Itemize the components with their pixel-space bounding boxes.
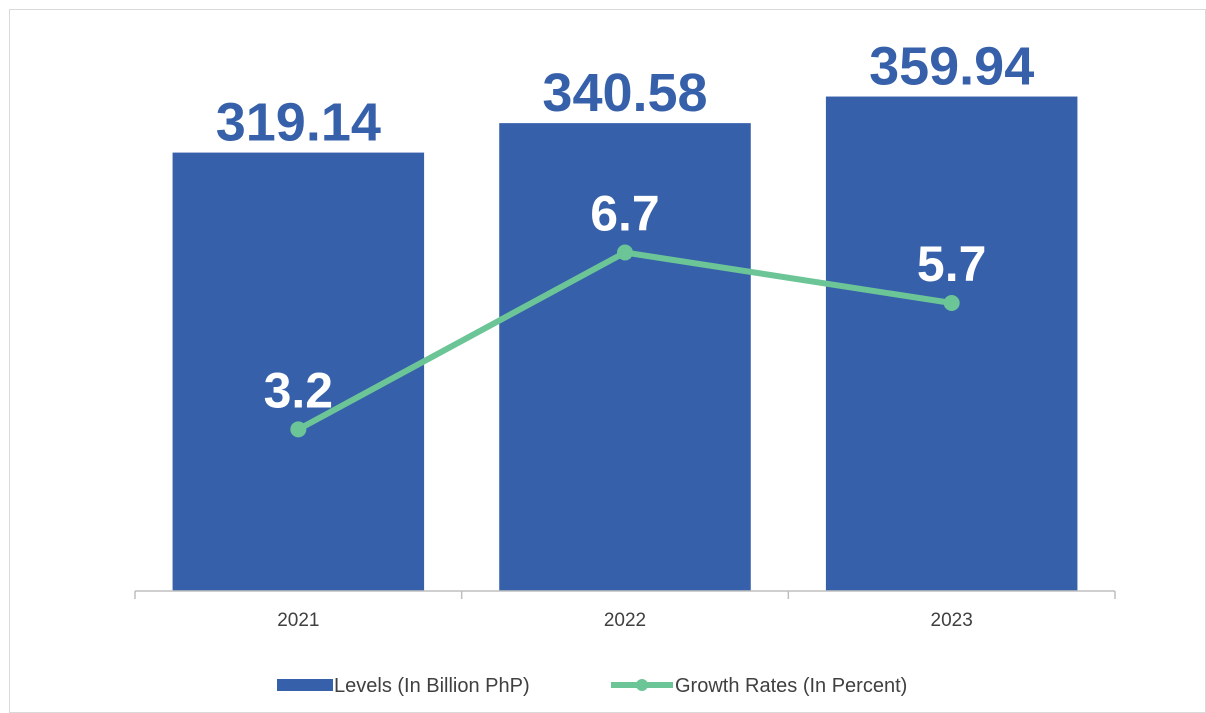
growth-point [290,421,307,438]
growth-data-label: 3.2 [264,362,334,418]
x-tick-label: 2023 [931,610,973,631]
bars-layer: 319.14 340.58 359.94 [172,37,1078,592]
bar [499,123,751,592]
legend-bar-swatch [277,679,333,691]
bar-data-label: 359.94 [869,37,1034,97]
growth-point [943,295,960,312]
growth-data-label: 5.7 [917,236,987,292]
growth-point [617,244,633,261]
bar-data-label: 340.58 [542,63,707,123]
growth-data-label: 6.7 [590,186,660,242]
bar [172,152,425,591]
x-ticks-layer: 2021 2022 2023 [134,591,1116,631]
legend-bar-label: Levels (In Billion PhP) [334,675,530,697]
x-tick-label: 2021 [277,610,319,631]
x-tick-label: 2022 [604,610,646,631]
legend-line-marker [636,679,648,691]
bar-data-label: 319.14 [216,93,381,153]
bar [825,96,1078,591]
legend: Levels (In Billion PhP) Growth Rates (In… [277,675,907,697]
legend-line-label: Growth Rates (In Percent) [675,675,907,697]
growth-line-layer: 3.2 6.7 5.7 [264,186,987,438]
